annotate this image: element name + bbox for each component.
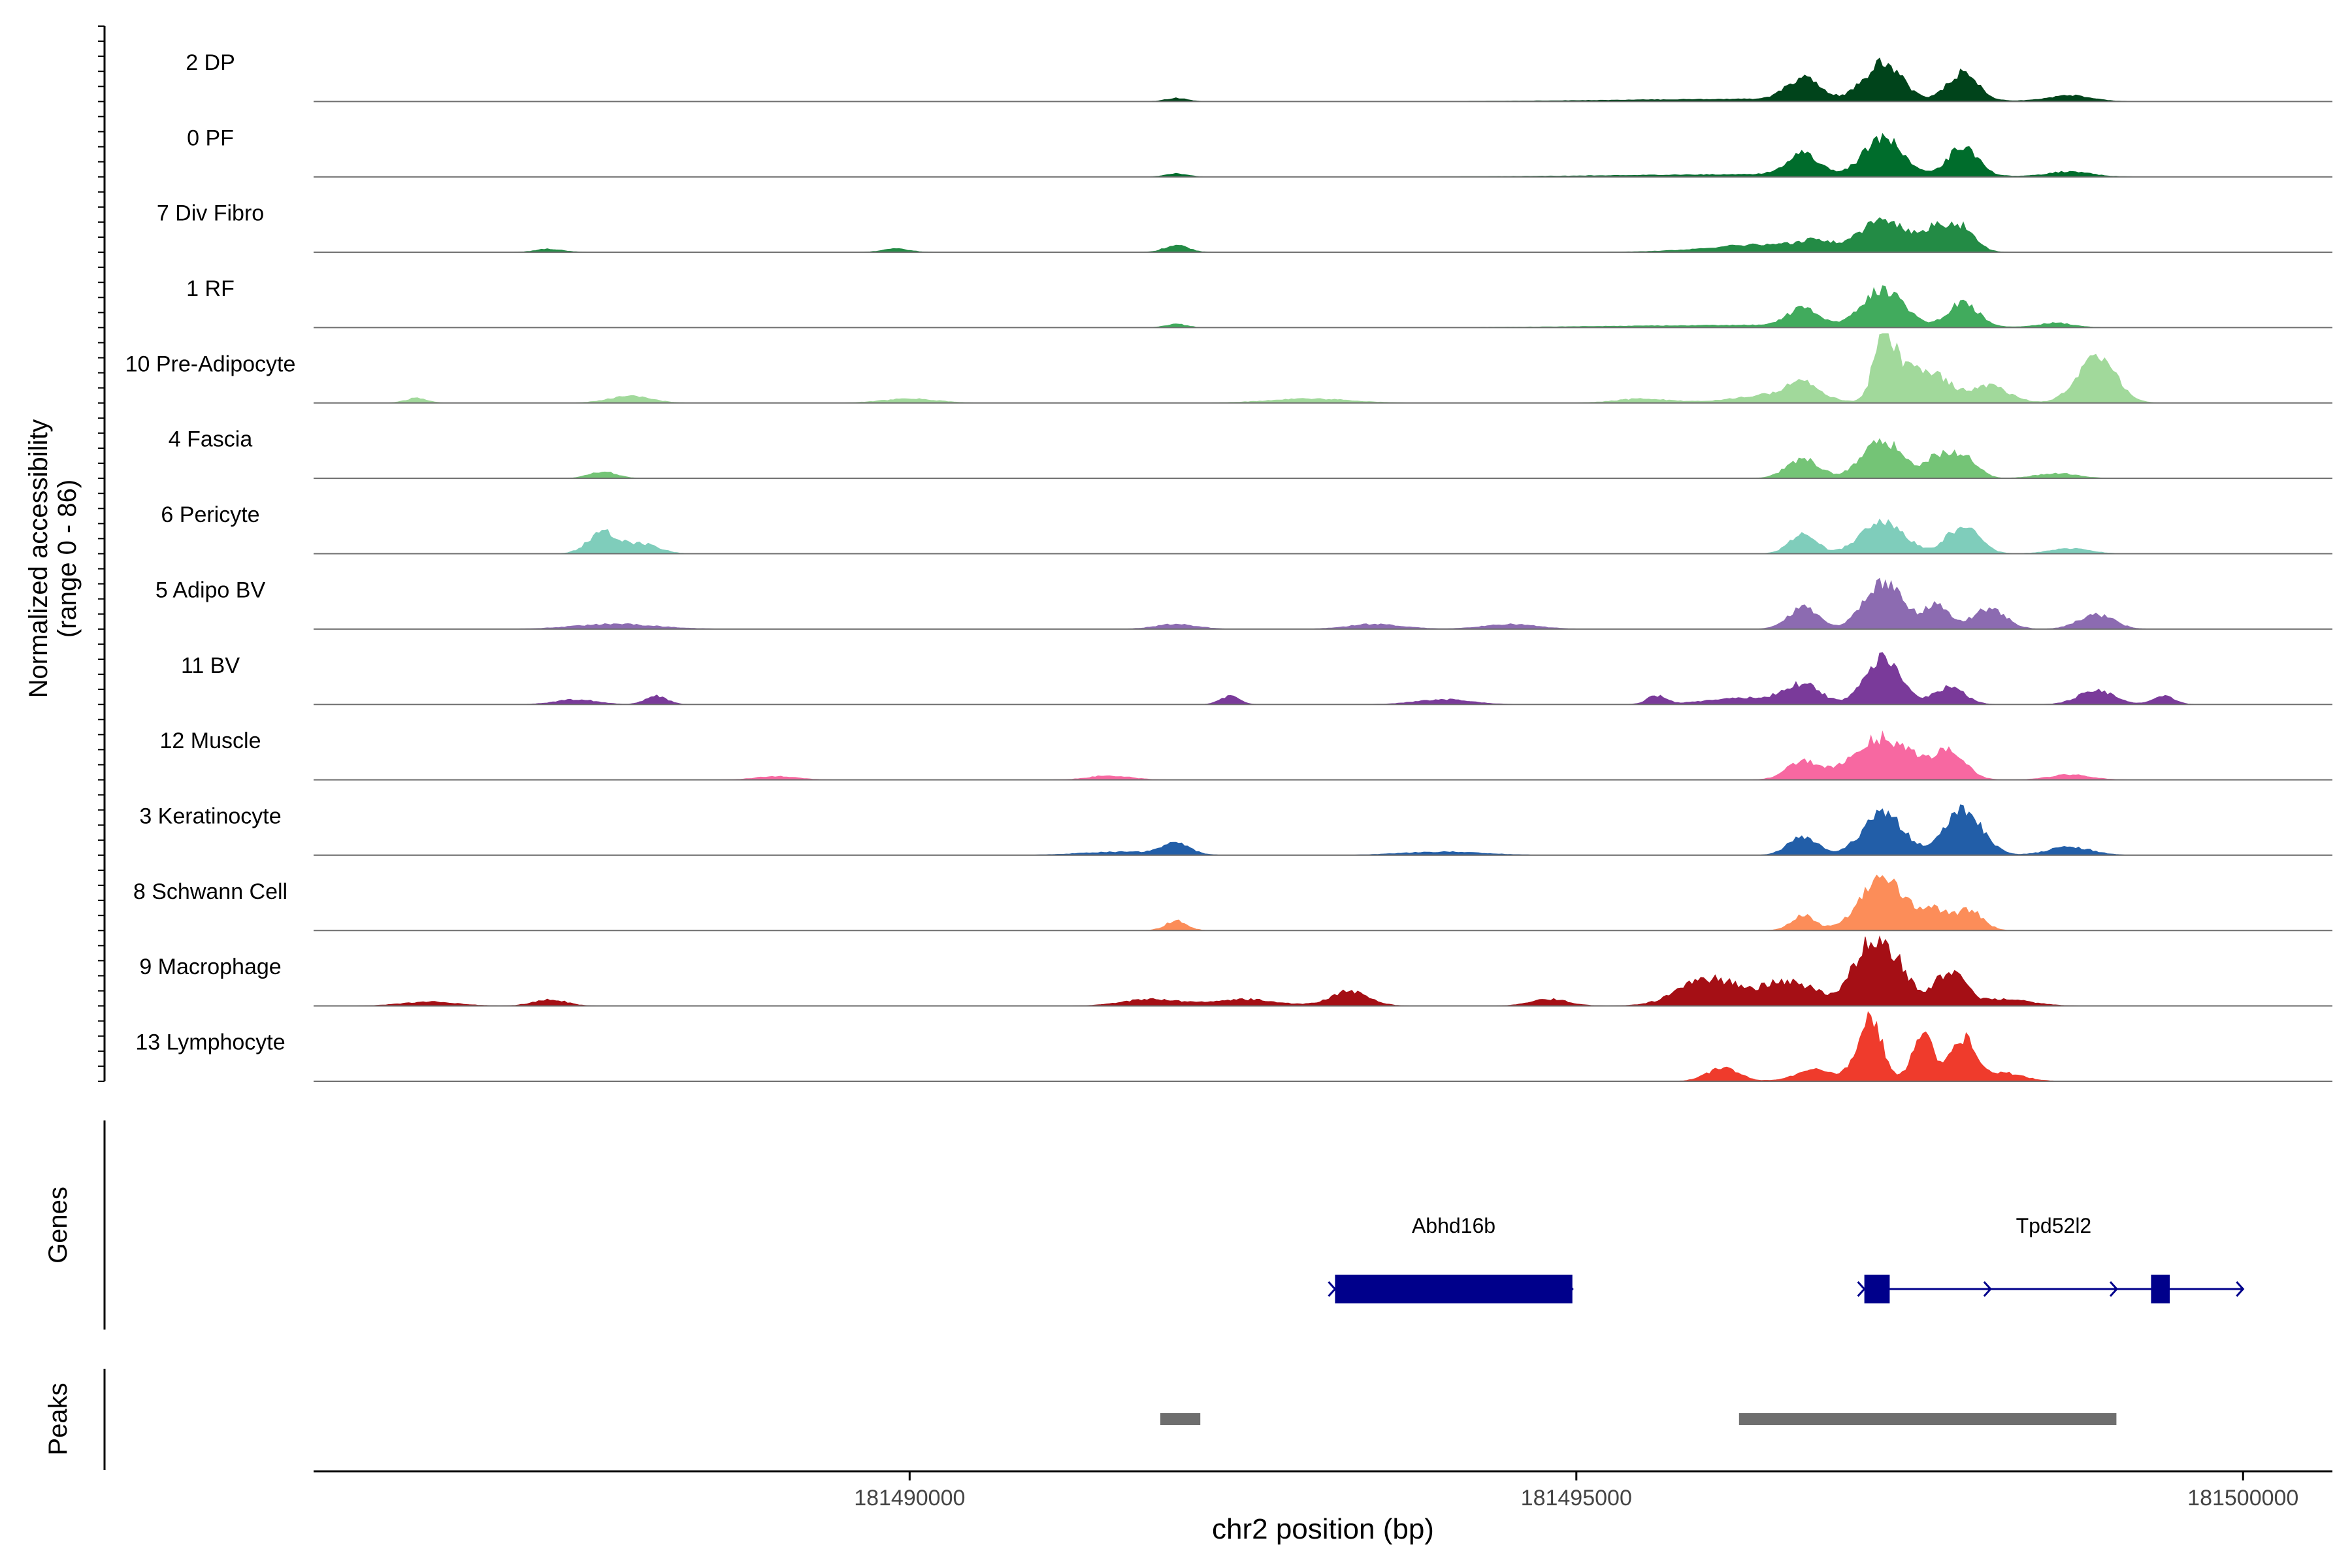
peak-region xyxy=(1160,1413,1201,1425)
track-label: 0 PF xyxy=(187,125,234,150)
track-area-10 xyxy=(314,730,2332,781)
track-area-14 xyxy=(314,1011,2332,1082)
track-area-3 xyxy=(314,217,2332,253)
x-tick-label: 181500000 xyxy=(2187,1486,2298,1511)
y-axis-subtitle: (range 0 - 86) xyxy=(53,480,82,638)
coverage-tracks xyxy=(314,57,2332,1082)
strand-arrow xyxy=(2236,1281,2245,1298)
gene-name: Tpd52l2 xyxy=(2016,1214,2092,1237)
track-area-13 xyxy=(314,935,2332,1007)
track-label: 6 Pericyte xyxy=(161,502,259,527)
peak-regions xyxy=(1160,1413,2117,1425)
peak-region xyxy=(1739,1413,2117,1425)
track-label: 13 Lymphocyte xyxy=(135,1030,285,1055)
track-label: 3 Keratinocyte xyxy=(139,804,281,829)
track-label: 2 DP xyxy=(186,50,235,75)
track-label: 5 Adipo BV xyxy=(155,578,266,602)
track-area-8 xyxy=(314,578,2332,630)
genes-panel: Genes Abhd16b Tpd52l2 xyxy=(44,1120,2245,1330)
track-area-2 xyxy=(314,133,2332,178)
gene-name: Abhd16b xyxy=(1412,1214,1495,1237)
strand-arrow xyxy=(1983,1281,1992,1298)
x-axis-title: chr2 position (bp) xyxy=(1212,1513,1434,1545)
track-area-9 xyxy=(314,652,2332,705)
x-axis: 181490000 181495000 181500000 xyxy=(314,1470,2332,1511)
x-tick-label: 181495000 xyxy=(1521,1486,1632,1511)
strand-arrow xyxy=(1565,1281,1574,1298)
track-label: 11 BV xyxy=(181,653,240,678)
genes-axis-title: Genes xyxy=(44,1186,73,1264)
track-area-11 xyxy=(314,804,2332,856)
track-area-6 xyxy=(314,438,2332,479)
y-axis-title: Normalized accessibility xyxy=(24,419,53,698)
track-area-5 xyxy=(314,333,2332,404)
track-label: 4 Fascia xyxy=(169,427,253,452)
peaks-axis-title: Peaks xyxy=(44,1382,73,1455)
strand-arrow xyxy=(1328,1281,1337,1298)
y-axis xyxy=(98,25,106,1082)
strand-arrow xyxy=(1857,1281,1866,1298)
track-label: 8 Schwann Cell xyxy=(133,879,287,904)
track-label: 12 Muscle xyxy=(160,728,261,753)
x-tick-label: 181490000 xyxy=(854,1486,965,1511)
track-area-1 xyxy=(314,57,2332,102)
peaks-panel: Peaks xyxy=(44,1369,2117,1470)
strand-arrow xyxy=(1446,1281,1456,1298)
gene-exon xyxy=(2151,1275,2170,1303)
track-label: 10 Pre-Adipocyte xyxy=(125,351,296,376)
track-labels: 2 DP 0 PF 7 Div Fibro 1 RF 10 Pre-Adipocyte 4… xyxy=(125,50,296,1055)
gene-models: Abhd16b Tpd52l2 xyxy=(1328,1214,2245,1303)
strand-arrow xyxy=(2109,1281,2119,1298)
track-area-4 xyxy=(314,285,2332,328)
track-area-7 xyxy=(314,518,2332,554)
track-area-12 xyxy=(314,874,2332,931)
track-label: 7 Div Fibro xyxy=(157,201,264,226)
track-label: 9 Macrophage xyxy=(139,955,281,979)
track-label: 1 RF xyxy=(186,276,235,301)
gene-exon xyxy=(1864,1275,1890,1303)
